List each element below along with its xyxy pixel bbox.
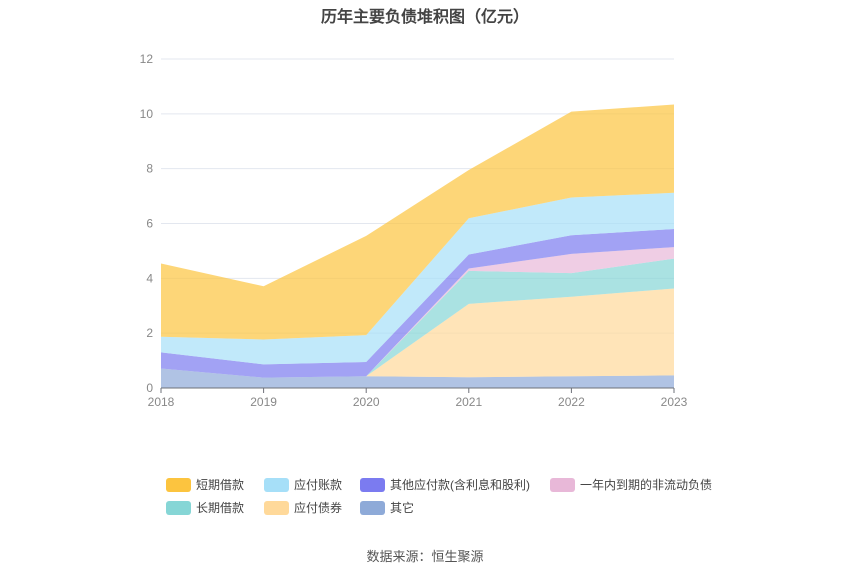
- area-其它: [161, 368, 674, 388]
- legend-label: 其他应付款(含利息和股利): [390, 478, 530, 492]
- legend-row: 长期借款 应付债券 其它: [166, 496, 726, 519]
- legend-swatch: [550, 477, 575, 492]
- legend-label: 一年内到期的非流动负债: [580, 478, 713, 492]
- y-tick-label: 2: [146, 326, 153, 340]
- y-tick-label: 10: [140, 107, 154, 121]
- area-应付债券: [161, 288, 674, 378]
- x-tick-label: 2019: [250, 395, 277, 409]
- x-tick-label: 2023: [661, 395, 688, 409]
- legend-swatch: [166, 477, 191, 492]
- legend-label: 长期借款: [196, 501, 245, 515]
- x-tick-label: 2020: [353, 395, 380, 409]
- area-一年内到期的非流动负债: [161, 247, 674, 378]
- legend-item[interactable]: 其他应付款(含利息和股利): [360, 476, 542, 493]
- legend-item[interactable]: 其它: [360, 499, 542, 516]
- x-tick-label: 2022: [558, 395, 585, 409]
- legend-label: 短期借款: [196, 478, 245, 492]
- y-tick-label: 4: [146, 271, 153, 285]
- legend-swatch: [264, 500, 289, 515]
- x-tick-label: 2021: [455, 395, 482, 409]
- area-应付账款: [161, 192, 674, 365]
- legend-item[interactable]: 应付账款: [264, 476, 352, 493]
- legend-swatch: [166, 500, 191, 515]
- legend-swatch: [360, 500, 385, 515]
- legend-label: 应付债券: [294, 501, 343, 515]
- x-tick-label: 2018: [148, 395, 175, 409]
- chart-title: 历年主要负债堆积图（亿元）: [320, 9, 529, 26]
- legend-swatch: [264, 477, 289, 492]
- legend-label: 应付账款: [294, 478, 343, 492]
- legend-swatch: [360, 477, 385, 492]
- data-source: 数据来源：恒生聚源: [366, 549, 484, 564]
- area-短期借款: [161, 104, 674, 340]
- y-tick-label: 6: [146, 217, 153, 231]
- y-tick-label: 8: [146, 162, 153, 176]
- area-长期借款: [161, 258, 674, 378]
- legend-item[interactable]: 一年内到期的非流动负债: [550, 476, 712, 493]
- area-其他应付款(含利息和股利): [161, 228, 674, 378]
- legend-item[interactable]: 长期借款: [166, 499, 256, 516]
- legend-label: 其它: [390, 501, 415, 515]
- legend-item[interactable]: 短期借款: [166, 476, 256, 493]
- y-tick-label: 0: [146, 381, 153, 395]
- legend-item[interactable]: 应付债券: [264, 499, 352, 516]
- legend: 短期借款 应付账款 其他应付款(含利息和股利) 一年内到期的非流动负债长期借款 应付债券…: [166, 473, 726, 519]
- legend-row: 短期借款 应付账款 其他应付款(含利息和股利) 一年内到期的非流动负债: [166, 473, 726, 496]
- y-tick-label: 12: [140, 52, 154, 66]
